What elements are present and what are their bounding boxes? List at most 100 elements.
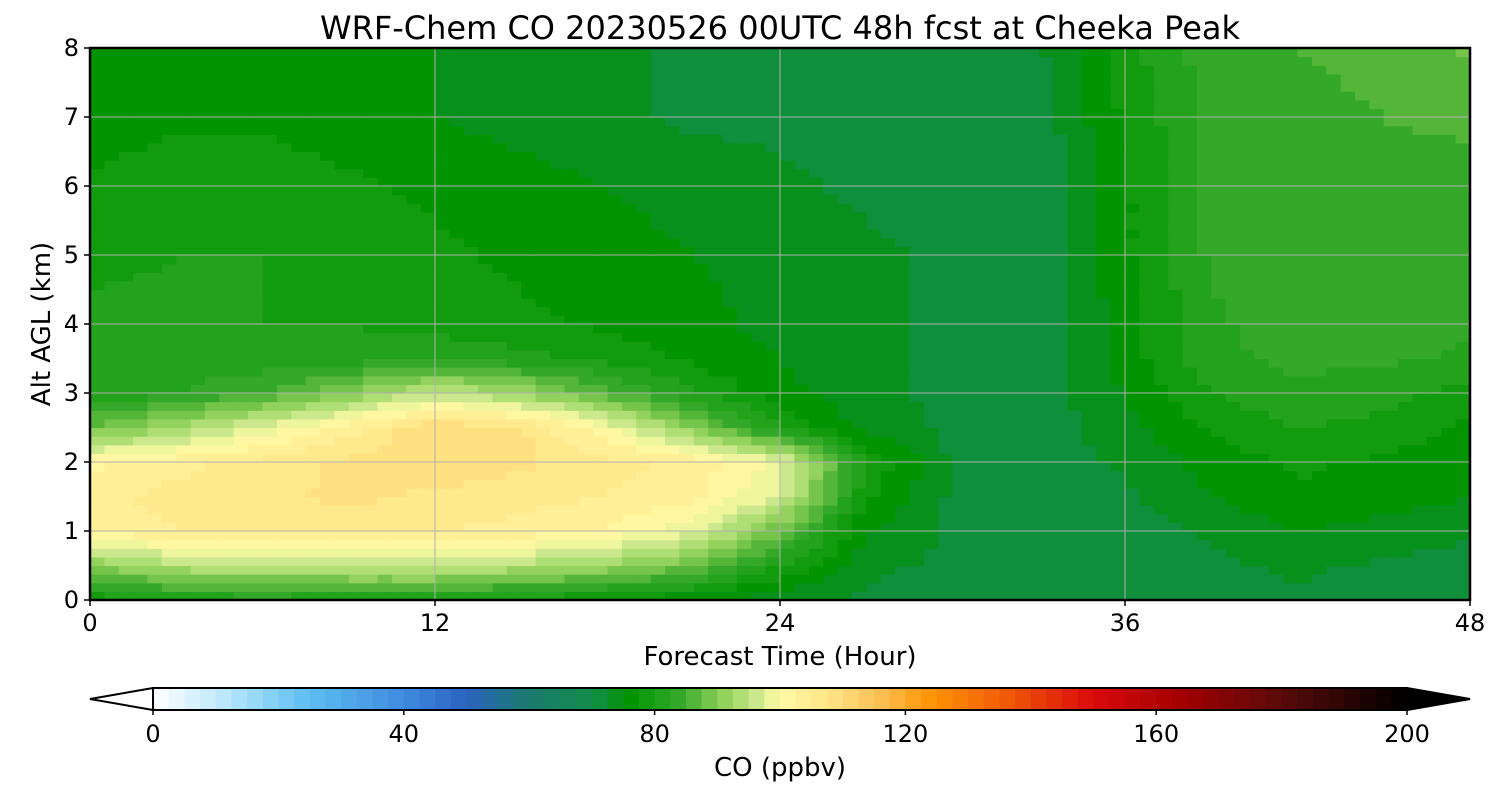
heatmap-cell — [1081, 332, 1097, 342]
heatmap-cell — [1196, 298, 1212, 308]
heatmap-cell — [851, 375, 867, 385]
heatmap-cell — [679, 470, 695, 480]
heatmap-cell — [679, 263, 695, 273]
heatmap-cell — [320, 160, 335, 170]
heatmap-cell — [248, 272, 264, 282]
heatmap-cell — [909, 479, 925, 489]
heatmap-cell — [478, 56, 494, 66]
heatmap-cell — [665, 332, 680, 342]
heatmap-cell — [1211, 582, 1227, 592]
heatmap-cell — [780, 211, 795, 222]
heatmap-cell — [1153, 436, 1169, 446]
heatmap-cell — [593, 487, 609, 498]
heatmap-cell — [248, 99, 264, 109]
heatmap-cell — [550, 531, 565, 541]
heatmap-cell — [736, 194, 752, 204]
heatmap-cell — [1053, 556, 1069, 567]
heatmap-cell — [190, 358, 206, 368]
heatmap-cell — [190, 177, 206, 187]
heatmap-cell — [219, 565, 235, 575]
heatmap-cell — [118, 505, 134, 515]
heatmap-cell — [1081, 539, 1097, 549]
heatmap-cell — [578, 349, 594, 360]
heatmap-cell — [895, 160, 910, 170]
heatmap-cell — [1053, 237, 1069, 247]
heatmap-cell — [161, 82, 177, 92]
heatmap-cell — [219, 194, 235, 204]
heatmap-cell — [435, 393, 450, 403]
heatmap-cell — [909, 384, 925, 394]
heatmap-cell — [176, 246, 192, 256]
heatmap-cell — [866, 177, 882, 187]
heatmap-cell — [363, 151, 379, 161]
heatmap-cell — [492, 315, 508, 325]
heatmap-cell — [1081, 556, 1097, 567]
heatmap-cell — [895, 582, 910, 592]
heatmap-cell — [722, 487, 738, 498]
heatmap-cell — [435, 229, 450, 239]
heatmap-cell — [535, 237, 551, 247]
heatmap-cell — [1196, 565, 1212, 575]
heatmap-cell — [377, 65, 393, 75]
heatmap-cell — [535, 384, 551, 394]
heatmap-cell — [1067, 229, 1083, 239]
heatmap-cell — [391, 505, 407, 515]
heatmap-cell — [205, 73, 220, 84]
heatmap-cell — [161, 134, 177, 144]
heatmap-cell — [1053, 280, 1069, 291]
heatmap-cell — [1024, 375, 1040, 385]
heatmap-cell — [966, 505, 982, 515]
heatmap-cell — [406, 505, 422, 515]
heatmap-cell — [176, 591, 192, 601]
heatmap-cell — [506, 375, 522, 385]
heatmap-cell — [406, 186, 422, 196]
heatmap-cell — [391, 574, 407, 584]
heatmap-cell — [823, 246, 839, 256]
heatmap-cell — [463, 513, 479, 523]
heatmap-cell — [851, 65, 867, 75]
heatmap-cell — [521, 280, 537, 291]
heatmap-cell — [334, 289, 350, 299]
heatmap-cell — [363, 393, 379, 403]
heatmap-cell — [981, 134, 997, 144]
heatmap-cell — [161, 487, 177, 498]
heatmap-cell — [1168, 255, 1184, 265]
heatmap-cell — [636, 280, 652, 291]
heatmap-cell — [205, 298, 220, 308]
heatmap-cell — [981, 280, 997, 291]
heatmap-cell — [880, 220, 896, 230]
heatmap-cell — [866, 194, 882, 204]
heatmap-cell — [506, 418, 522, 429]
heatmap-cell — [981, 99, 997, 109]
heatmap-cell — [895, 531, 910, 541]
heatmap-cell — [348, 56, 364, 66]
heatmap-cell — [176, 401, 192, 411]
heatmap-cell — [837, 151, 853, 161]
heatmap-cell — [1067, 591, 1083, 601]
heatmap-cell — [736, 168, 752, 178]
heatmap-cell — [1081, 470, 1097, 480]
heatmap-cell — [851, 289, 867, 299]
heatmap-cell — [535, 513, 551, 523]
heatmap-cell — [104, 194, 120, 204]
heatmap-cell — [794, 125, 810, 135]
heatmap-cell — [1125, 505, 1140, 515]
heatmap-cell — [391, 418, 407, 429]
heatmap-cell — [1081, 453, 1097, 463]
heatmap-cell — [276, 393, 292, 403]
heatmap-cell — [463, 160, 479, 170]
heatmap-cell — [449, 229, 465, 239]
heatmap-cell — [1110, 367, 1126, 377]
heatmap-cell — [435, 324, 450, 334]
heatmap-cell — [535, 186, 551, 196]
heatmap-cell — [506, 246, 522, 256]
heatmap-cell — [1168, 280, 1184, 291]
heatmap-cell — [133, 375, 149, 385]
heatmap-cell — [665, 418, 680, 429]
heatmap-cell — [1139, 203, 1155, 213]
heatmap-cell — [161, 418, 177, 429]
heatmap-cell — [305, 134, 321, 144]
heatmap-cell — [133, 591, 149, 601]
heatmap-cell — [1153, 263, 1169, 273]
heatmap-cell — [233, 125, 249, 135]
